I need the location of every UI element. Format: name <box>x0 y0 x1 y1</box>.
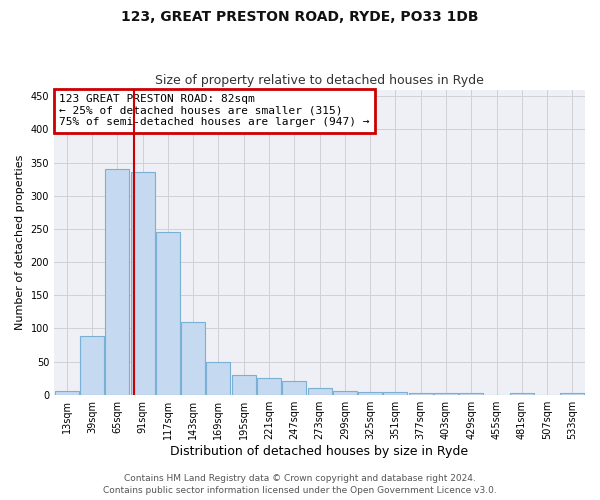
Bar <box>358 392 382 394</box>
X-axis label: Distribution of detached houses by size in Ryde: Distribution of detached houses by size … <box>170 444 469 458</box>
Bar <box>383 392 407 394</box>
Title: Size of property relative to detached houses in Ryde: Size of property relative to detached ho… <box>155 74 484 87</box>
Text: 123, GREAT PRESTON ROAD, RYDE, PO33 1DB: 123, GREAT PRESTON ROAD, RYDE, PO33 1DB <box>121 10 479 24</box>
Text: 123 GREAT PRESTON ROAD: 82sqm
← 25% of detached houses are smaller (315)
75% of : 123 GREAT PRESTON ROAD: 82sqm ← 25% of d… <box>59 94 370 128</box>
Bar <box>409 392 433 394</box>
Bar <box>257 378 281 394</box>
Bar <box>232 375 256 394</box>
Text: Contains HM Land Registry data © Crown copyright and database right 2024.
Contai: Contains HM Land Registry data © Crown c… <box>103 474 497 495</box>
Bar <box>55 390 79 394</box>
Y-axis label: Number of detached properties: Number of detached properties <box>15 154 25 330</box>
Bar <box>282 382 306 394</box>
Bar <box>308 388 332 394</box>
Bar <box>131 172 155 394</box>
Bar <box>333 392 357 394</box>
Bar <box>181 322 205 394</box>
Bar <box>80 336 104 394</box>
Bar <box>156 232 180 394</box>
Bar <box>206 362 230 394</box>
Bar <box>105 169 129 394</box>
